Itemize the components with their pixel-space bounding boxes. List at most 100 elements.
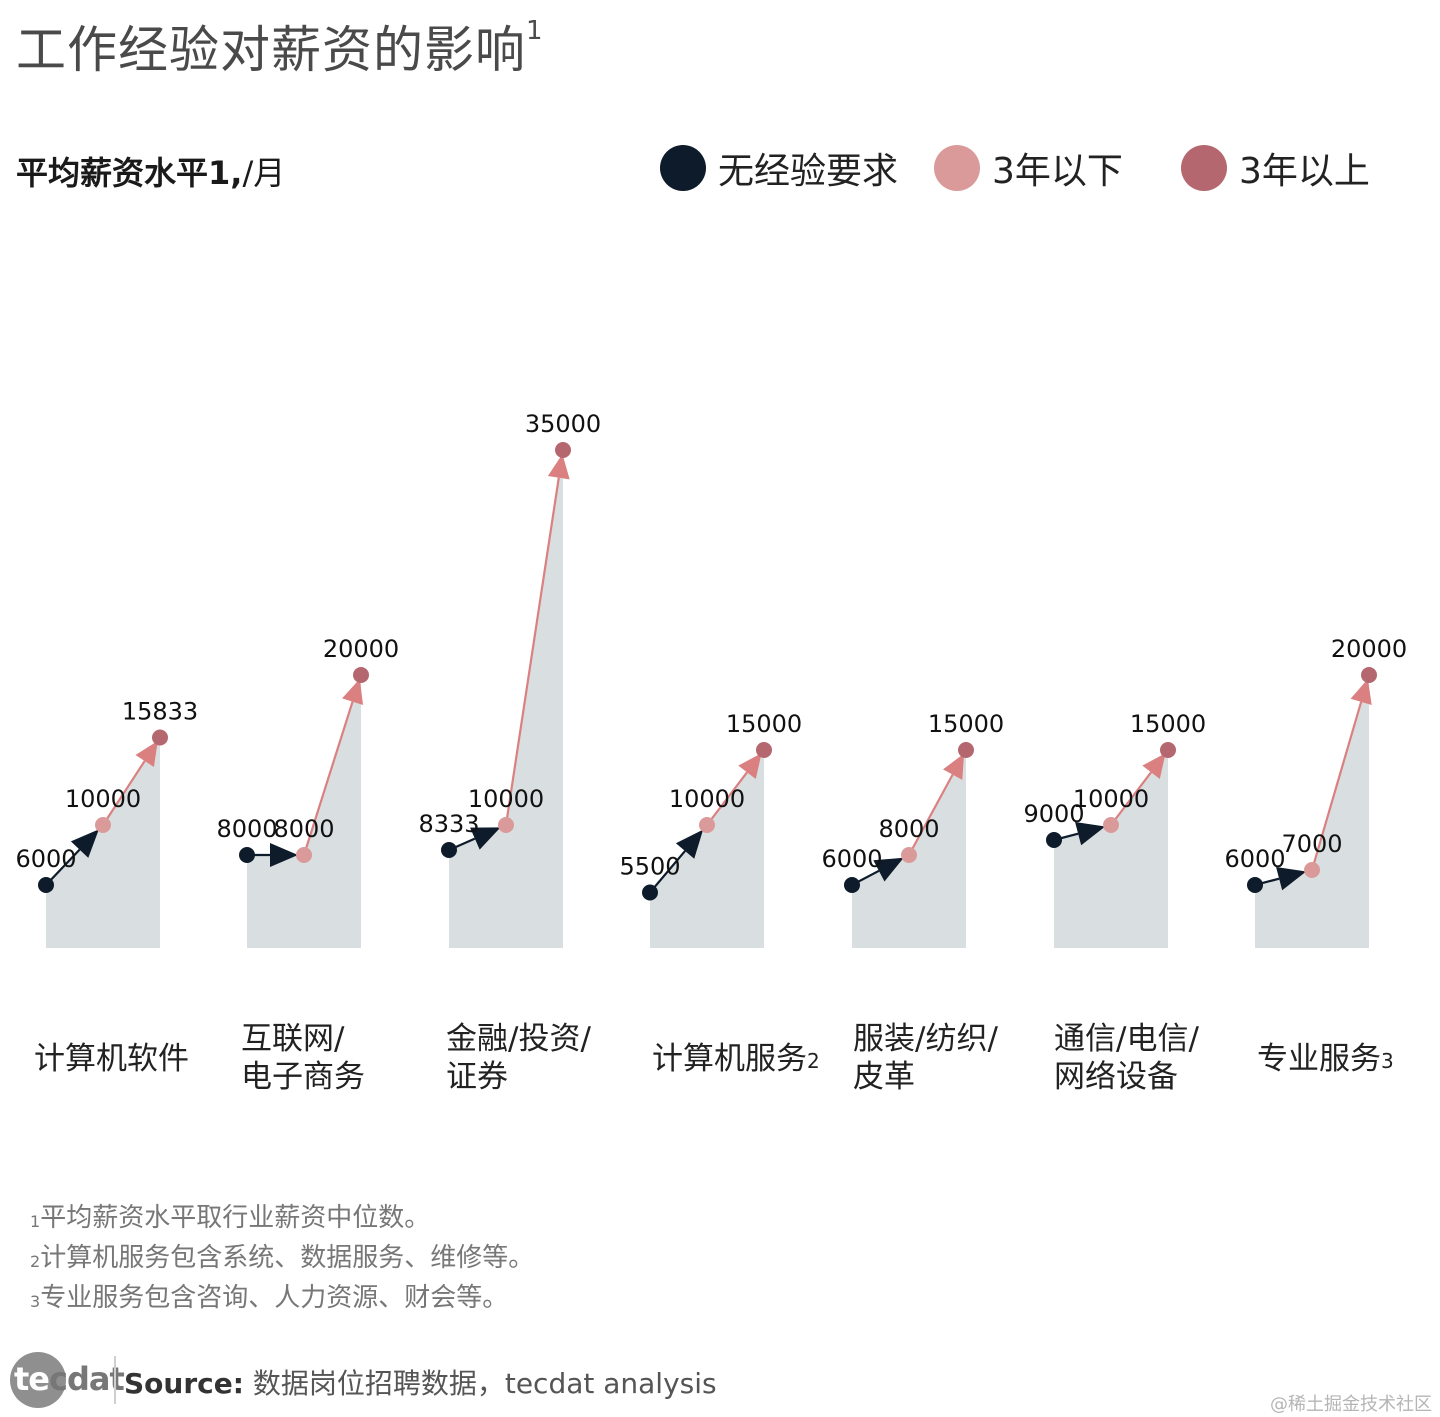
point-under3-0 (95, 817, 111, 833)
area-3 (650, 750, 764, 948)
footnote-1: 1平均薪资水平取行业薪资中位数。 (30, 1203, 431, 1233)
label-under3-5: 10000 (1073, 785, 1149, 813)
arrow-low-0-shaft (45, 848, 81, 886)
label-under3-6: 7000 (1281, 830, 1342, 858)
point-no-exp-3 (642, 884, 658, 901)
point-over3-2 (555, 442, 571, 458)
legend-item-under-3-years: 3年以下 (934, 142, 1123, 194)
arrow-low-2-head (470, 827, 501, 850)
point-no-exp-2 (441, 842, 457, 859)
label-over3-4: 15000 (928, 710, 1004, 738)
area-1 (247, 675, 361, 948)
category-label: 计算机服务2 (652, 1041, 820, 1077)
area-4 (852, 750, 966, 948)
legend-dot (934, 145, 980, 191)
label-no-exp-1: 8000 (216, 815, 277, 843)
category-label: 计算机软件 (34, 1041, 189, 1077)
label-under3-0: 10000 (65, 785, 141, 813)
legend-label: 3年以下 (992, 151, 1123, 192)
point-no-exp-5 (1046, 832, 1062, 848)
label-under3-3: 10000 (669, 785, 745, 813)
point-under3-3 (699, 817, 715, 833)
arrow-low-6-head (1276, 867, 1307, 891)
arrow-high-3-shaft (706, 771, 748, 826)
category-label: 通信/电信/网络设备 (1054, 1021, 1199, 1095)
arrow-high-3-head (738, 753, 762, 779)
source-line: Source: 数据岗位招聘数据，tecdat analysis (124, 1367, 717, 1400)
arrow-high-2-head (547, 453, 570, 480)
label-no-exp-2: 8333 (418, 810, 479, 838)
chart-title: 工作经验对薪资的影响1 (16, 16, 544, 79)
category-label: 服装/纺织/皮革 (853, 1021, 998, 1095)
footnote-3: 3专业服务包含咨询、人力资源、财会等。 (30, 1283, 509, 1313)
watermark: @稀土掘金技术社区 (1270, 1394, 1432, 1415)
arrow-low-3-shaft (649, 850, 686, 894)
label-no-exp-6: 6000 (1224, 845, 1285, 873)
salary-chart: 6000100001583380008000200008333100003500… (15, 410, 1407, 948)
label-over3-1: 20000 (323, 635, 399, 663)
area-0 (46, 737, 160, 948)
point-no-exp-6 (1247, 877, 1263, 893)
label-over3-2: 35000 (525, 410, 601, 438)
point-under3-4 (901, 847, 917, 863)
point-no-exp-4 (844, 877, 860, 893)
footnotes: 1平均薪资水平取行业薪资中位数。 2计算机服务包含系统、数据服务、维修等。 3专… (30, 1198, 534, 1318)
legend-dot (660, 145, 706, 191)
arrow-high-4-head (942, 753, 965, 780)
arrow-high-1-shaft (302, 701, 354, 856)
area-2 (449, 450, 563, 948)
point-under3-1 (296, 847, 312, 863)
arrow-low-3-head (675, 829, 704, 859)
point-no-exp-1 (239, 847, 255, 863)
legend-label: 3年以上 (1239, 151, 1370, 192)
arrow-high-4-shaft (908, 774, 954, 856)
arrow-high-6-head (1350, 678, 1372, 705)
category-label: 互联网/电子商务 (241, 1021, 365, 1095)
arrow-low-0-head (70, 829, 99, 858)
category-label: 金融/投资/证券 (446, 1021, 591, 1095)
arrow-low-1-head (270, 843, 298, 867)
label-over3-0: 15833 (122, 698, 198, 726)
point-under3-2 (498, 817, 514, 833)
label-under3-2: 10000 (468, 785, 544, 813)
category-label: 专业服务3 (1257, 1041, 1394, 1077)
point-over3-0 (152, 729, 168, 746)
point-over3-3 (756, 742, 772, 758)
point-over3-4 (958, 742, 974, 758)
point-over3-1 (353, 667, 369, 683)
label-under3-4: 8000 (878, 815, 939, 843)
footnote-2: 2计算机服务包含系统、数据服务、维修等。 (30, 1243, 535, 1273)
arrow-high-5-head (1142, 753, 1166, 779)
label-over3-3: 15000 (726, 710, 802, 738)
arrow-low-4-head (873, 857, 904, 882)
legend: 无经验要求 3年以下 3年以上 (0, 142, 1440, 194)
area-6 (1255, 675, 1369, 948)
legend-item-over-3-years: 3年以上 (1181, 142, 1370, 194)
label-no-exp-4: 6000 (821, 845, 882, 873)
arrow-high-5-shaft (1110, 771, 1152, 826)
label-under3-1: 8000 (273, 815, 334, 843)
point-under3-5 (1103, 817, 1119, 833)
arrow-high-0-head (135, 740, 158, 767)
arrow-high-0-shaft (102, 760, 146, 826)
point-under3-6 (1304, 862, 1320, 878)
arrow-high-2-shaft (504, 477, 560, 826)
footer-divider (114, 1356, 116, 1404)
area-5 (1054, 750, 1168, 948)
legend-dot (1181, 145, 1227, 191)
label-over3-5: 15000 (1130, 710, 1206, 738)
point-over3-5 (1160, 742, 1176, 758)
arrow-high-1-head (342, 678, 364, 706)
legend-item-no-experience: 无经验要求 (660, 142, 898, 194)
label-over3-6: 20000 (1331, 635, 1407, 663)
tecdat-logo: tecdat (10, 1352, 125, 1408)
chart-subtitle: 平均薪资水平1,/月 (16, 154, 286, 192)
label-no-exp-5: 9000 (1023, 800, 1084, 828)
label-no-exp-3: 5500 (619, 853, 680, 881)
arrow-low-5-head (1075, 822, 1106, 846)
point-over3-6 (1361, 667, 1377, 683)
legend-label: 无经验要求 (718, 151, 899, 192)
arrow-high-6-shaft (1310, 701, 1363, 871)
label-no-exp-0: 6000 (15, 845, 76, 873)
point-no-exp-0 (38, 877, 54, 893)
